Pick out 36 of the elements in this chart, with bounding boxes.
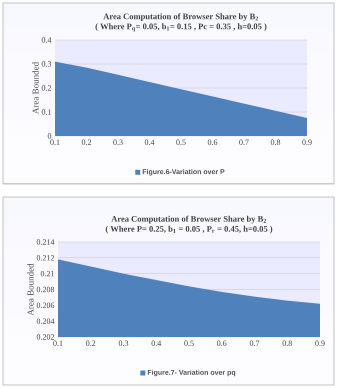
chart-subtitle: ( Where P= 0.25, b$_{1}$ = 0.05 , P$_{r}$ = 0.45, h=0.05 ) xyxy=(106,226,272,234)
y-tick-label: 0.1 xyxy=(42,109,51,115)
x-tick-label: 0.4 xyxy=(152,340,162,346)
x-tick-label: 0.3 xyxy=(118,340,128,346)
y-tick-label: 0.2 xyxy=(42,85,52,91)
x-tick-label: 0.2 xyxy=(82,140,92,145)
x-tick-label: 0.4 xyxy=(144,140,154,145)
y-tick-label: 0.4 xyxy=(42,37,52,43)
x-tick-label: 0.7 xyxy=(239,140,249,145)
x-tick-label: 0.9 xyxy=(315,340,325,346)
x-tick-label: 0.8 xyxy=(270,140,280,145)
y-tick-label: 0.206 xyxy=(36,302,54,308)
x-tick-label: 0.8 xyxy=(282,340,292,346)
y-tick-label: 0 xyxy=(48,133,52,139)
x-tick-label: 0.9 xyxy=(302,140,312,145)
x-tick-label: 0.2 xyxy=(86,340,96,346)
x-tick-label: 0.1 xyxy=(50,140,60,145)
y-tick-label: 0.202 xyxy=(36,334,54,340)
y-tick-label: 0.21 xyxy=(40,270,54,276)
y-axis-title: Area Bounded xyxy=(27,263,34,316)
y-tick-label: 0.214 xyxy=(36,239,54,245)
y-tick-label: 0.212 xyxy=(36,255,54,261)
x-tick-label: 0.3 xyxy=(113,140,123,145)
y-tick-label: 0.208 xyxy=(36,286,54,292)
x-tick-label: 0.6 xyxy=(208,140,218,145)
y-axis-title: Area Bounded xyxy=(32,62,39,114)
y-tick-label: 0.3 xyxy=(42,61,52,67)
x-tick-label: 0.5 xyxy=(176,140,186,145)
y-tick-label: 0.204 xyxy=(36,318,54,324)
chart-subtitle: ( Where P$_{q}$= 0.05, b$_{1}$= 0.15 , Pc = 0.35 , h=0.05 ) xyxy=(96,23,266,32)
x-tick-label: 0.6 xyxy=(217,340,227,346)
chart-title: Area Computation of Browser Share by B$_{2}$ xyxy=(111,216,266,224)
x-tick-label: 0.5 xyxy=(184,340,194,346)
x-tick-label: 0.1 xyxy=(53,340,63,346)
chart-title: Area Computation of Browser Share by B$_{2}$ xyxy=(103,13,258,22)
x-tick-label: 0.7 xyxy=(250,340,260,346)
